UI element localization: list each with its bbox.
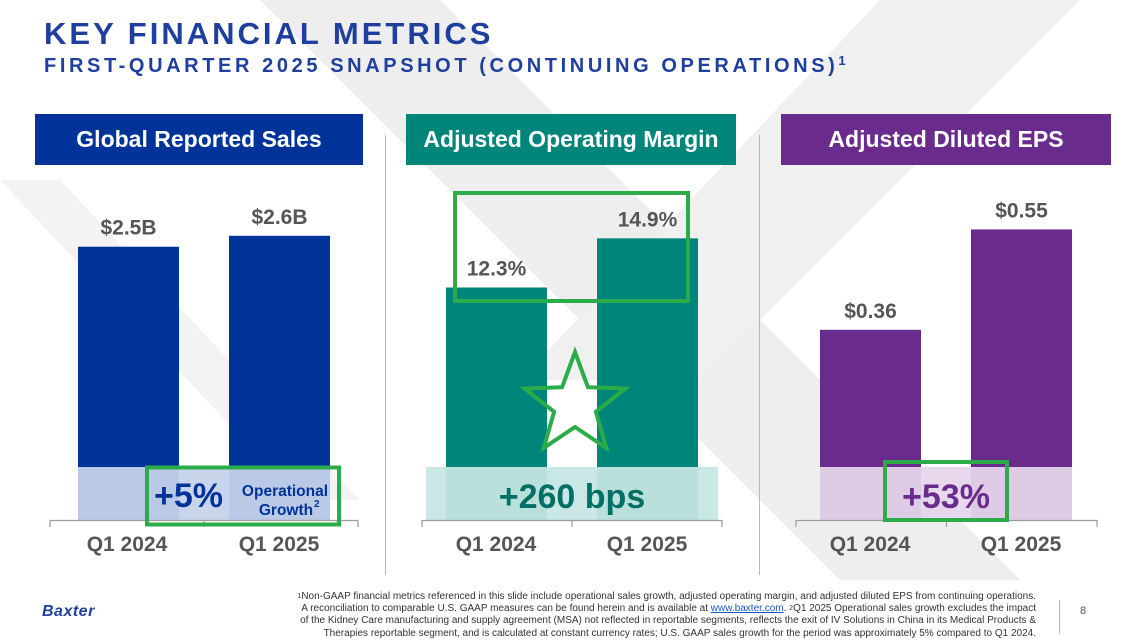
page-subtitle: FIRST-QUARTER 2025 SNAPSHOT (CONTINUING … bbox=[44, 53, 846, 78]
sales-value-label-2: $2.6B bbox=[251, 206, 307, 229]
margin-panel-header: Adjusted Operating Margin bbox=[406, 114, 736, 165]
eps-callout-band bbox=[820, 467, 1072, 520]
subtitle-text: FIRST-QUARTER 2025 SNAPSHOT (CONTINUING … bbox=[44, 55, 839, 77]
footnote-line-1: 1Non-GAAP financial metrics referenced i… bbox=[200, 591, 1036, 603]
footnote-1-text-a: Non-GAAP financial metrics referenced in… bbox=[301, 591, 1036, 602]
margin-value-label-1: 12.3% bbox=[467, 257, 527, 280]
margin-callout-band bbox=[426, 467, 718, 520]
eps-panel-header: Adjusted Diluted EPS bbox=[781, 114, 1111, 165]
subtitle-footnote-marker: 1 bbox=[838, 53, 846, 68]
sales-category-label-1: Q1 2024 bbox=[87, 533, 168, 556]
eps-highlight-box bbox=[883, 460, 1009, 522]
eps-panel-title: Adjusted Diluted EPS bbox=[828, 126, 1064, 152]
sales-category-label-2: Q1 2025 bbox=[239, 533, 320, 556]
footnote-line-4: Therapies reportable segment, and is cal… bbox=[323, 627, 1036, 639]
baxter-logo: Baxter bbox=[42, 603, 95, 620]
sales-highlight-box bbox=[145, 465, 341, 527]
baxter-link[interactable]: www.baxter.com bbox=[710, 603, 784, 615]
eps-value-label-2: $0.55 bbox=[995, 199, 1048, 222]
eps-category-label-2: Q1 2025 bbox=[981, 533, 1062, 556]
sales-callout-band bbox=[78, 467, 330, 520]
footnotes: 1Non-GAAP financial metrics referenced i… bbox=[200, 591, 1036, 640]
page-title: KEY FINANCIAL METRICS bbox=[44, 16, 494, 51]
sales-callout-value: +5% bbox=[154, 477, 223, 515]
margin-category-label-2: Q1 2025 bbox=[607, 533, 688, 556]
margin-panel-title: Adjusted Operating Margin bbox=[423, 126, 719, 152]
margin-highlight-box bbox=[453, 191, 690, 303]
sales-callout-footnote-marker: 2 bbox=[314, 499, 320, 510]
sales-panel-title: Global Reported Sales bbox=[76, 126, 322, 152]
footnote-line-2: A reconciliation to comparable U.S. GAAP… bbox=[301, 603, 1036, 615]
sales-callout-label-line-2: Growth bbox=[259, 502, 313, 519]
panel-divider-1 bbox=[385, 135, 386, 575]
sales-callout-label-line-1: Operational bbox=[242, 483, 328, 500]
footnote-2-marker: 2 bbox=[789, 605, 794, 613]
eps-callout-value: +53% bbox=[902, 478, 990, 516]
footnote-1-marker: 1 bbox=[297, 593, 302, 600]
footnote-1-text-b: A reconciliation to comparable U.S. GAAP… bbox=[301, 603, 709, 615]
margin-category-label-1: Q1 2024 bbox=[456, 533, 537, 556]
page-number-divider bbox=[1059, 600, 1060, 634]
sales-panel-header: Global Reported Sales bbox=[35, 114, 363, 165]
footnote-2-text-a: Q1 2025 Operational sales growth exclude… bbox=[793, 603, 1036, 615]
sales-value-label-1: $2.5B bbox=[100, 217, 156, 240]
star-icon bbox=[519, 346, 631, 453]
eps-value-label-1: $0.36 bbox=[844, 300, 897, 323]
margin-callout-value: +260 bps bbox=[499, 478, 645, 516]
page-number: 8 bbox=[1080, 605, 1087, 617]
margin-value-label-2: 14.9% bbox=[618, 208, 678, 231]
panel-divider-2 bbox=[759, 135, 760, 575]
eps-category-label-1: Q1 2024 bbox=[830, 533, 911, 556]
footnote-line-3: of the Kidney Care manufacturing and sup… bbox=[300, 615, 1036, 627]
